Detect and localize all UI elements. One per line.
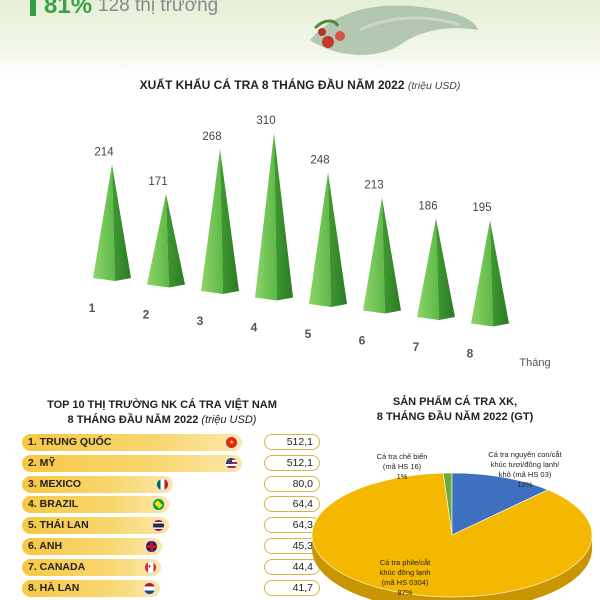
bar-value-label: 248 bbox=[310, 155, 329, 167]
market-row: 2. MỸ 512,1 bbox=[22, 454, 320, 472]
category-tick-label: 7 bbox=[413, 340, 420, 354]
pie-label-whole-line3: khô (mã HS 03) bbox=[498, 470, 552, 479]
pyramid-bar bbox=[417, 218, 455, 320]
market-name: 3. MEXICO bbox=[28, 477, 82, 490]
market-name: 6. ANH bbox=[28, 540, 63, 552]
market-value: 512,1 bbox=[264, 434, 320, 450]
pie-label-processed-line1: Cá tra chế biến bbox=[376, 452, 428, 461]
category-tick-label: 4 bbox=[251, 321, 258, 335]
pyramid-bar bbox=[309, 172, 347, 307]
category-tick-label: 6 bbox=[359, 334, 366, 348]
stat-text: 128 thị trường bbox=[98, 0, 219, 16]
pie-label-processed-line2: (mã HS 16) bbox=[382, 462, 422, 471]
pie-label-whole-pct: 12% bbox=[517, 480, 533, 489]
pie-label-fillet-line1: Cá tra phile/cắt bbox=[379, 558, 431, 567]
country-flag-icon: ★ bbox=[225, 436, 238, 449]
chart-title-unit: (triệu USD) bbox=[407, 80, 461, 92]
country-flag-icon bbox=[143, 581, 156, 595]
stat-accent-bar bbox=[30, 0, 36, 16]
chart-title: XUẤT KHẨU CÁ TRA 8 THÁNG ĐẦU NĂM 2022 (t… bbox=[0, 78, 600, 92]
top10-title: TOP 10 THỊ TRƯỜNG NK CÁ TRA VIỆT NAM 8 T… bbox=[22, 398, 302, 428]
pie-label-whole: Cá tra nguyên con/cắt khúc tươi/đông lạn… bbox=[465, 450, 585, 490]
market-bar: 2. MỸ bbox=[22, 454, 242, 472]
market-name: 4. BRAZIL bbox=[28, 498, 79, 511]
pie-slice bbox=[451, 472, 549, 536]
market-value: 512,1 bbox=[264, 454, 320, 471]
country-flag-icon bbox=[152, 498, 165, 512]
stat-percent: 81% bbox=[44, 0, 93, 19]
market-row: 1. TRUNG QUỐC ★ 512,1 bbox=[22, 434, 320, 451]
market-name: 8. HÀ LAN bbox=[28, 581, 80, 594]
category-tick-label: 5 bbox=[305, 327, 312, 341]
pie-label-whole-line1: Cá tra nguyên con/cắt bbox=[488, 450, 562, 459]
market-bar: 1. TRUNG QUỐC bbox=[22, 434, 242, 451]
market-row: 6. ANH 45,3 bbox=[22, 538, 320, 555]
pie-title: SẢN PHẨM CÁ TRA XK, 8 THÁNG ĐẦU NĂM 2022… bbox=[330, 395, 580, 425]
market-bar: 8. HÀ LAN bbox=[22, 579, 160, 597]
bar-value-label: 310 bbox=[256, 115, 275, 127]
category-tick-label: 3 bbox=[197, 314, 204, 328]
country-flag-icon bbox=[156, 477, 169, 491]
country-flag-icon bbox=[145, 540, 158, 553]
category-tick-label: 8 bbox=[467, 347, 474, 361]
category-tick-label: 2 bbox=[143, 308, 150, 322]
product-pie-chart bbox=[311, 472, 593, 600]
pyramid-bar bbox=[93, 164, 131, 281]
chart-title-text: XUẤT KHẨU CÁ TRA 8 THÁNG ĐẦU NĂM 2022 bbox=[139, 78, 405, 92]
pie-label-processed: Cá tra chế biến (mã HS 16) 1% bbox=[362, 452, 442, 482]
market-row: 4. BRAZIL 64,4 bbox=[22, 496, 320, 514]
market-value: 64,4 bbox=[264, 496, 320, 513]
market-value: 80,0 bbox=[264, 475, 320, 492]
market-name: 1. TRUNG QUỐC bbox=[28, 436, 112, 448]
pie-label-fillet: Cá tra phile/cắt khúc đông lạnh (mã HS 0… bbox=[360, 558, 450, 598]
market-row: 5. THÁI LAN 64,3 bbox=[22, 517, 320, 535]
market-row: 3. MEXICO 80,0 bbox=[22, 475, 320, 493]
pie-slice bbox=[311, 472, 593, 598]
market-value: 44,4 bbox=[264, 558, 320, 575]
country-flag-icon bbox=[152, 519, 165, 533]
pie-label-fillet-line2: khúc đông lạnh bbox=[379, 568, 431, 577]
country-flag-icon: ♦ bbox=[144, 560, 157, 574]
pie-label-fillet-pct: 87% bbox=[397, 588, 413, 597]
pyramid-bar bbox=[147, 193, 185, 288]
top10-title-line1: TOP 10 THỊ TRƯỜNG NK CÁ TRA VIỆT NAM bbox=[47, 399, 277, 411]
market-row: 8. HÀ LAN 41,7 bbox=[22, 579, 320, 597]
market-row: 7. CANADA ♦ 44,4 bbox=[22, 558, 320, 576]
pyramid-bar bbox=[363, 197, 401, 314]
market-name: 5. THÁI LAN bbox=[28, 519, 89, 532]
bar-value-label: 268 bbox=[202, 131, 221, 143]
pie-label-whole-line2: khúc tươi/đông lạnh/ bbox=[490, 460, 560, 469]
market-value: 41,7 bbox=[264, 579, 320, 596]
pie-title-line1: SẢN PHẨM CÁ TRA XK, bbox=[392, 396, 518, 408]
country-flag-icon bbox=[225, 456, 238, 470]
category-tick-label: 1 bbox=[89, 301, 96, 315]
market-bar: 6. ANH bbox=[22, 538, 162, 555]
bar-value-label: 195 bbox=[472, 202, 491, 214]
market-name: 7. CANADA bbox=[28, 560, 86, 573]
x-axis-label: Tháng bbox=[519, 357, 550, 369]
pie-label-processed-pct: 1% bbox=[396, 472, 408, 481]
top10-title-unit: (triệu USD) bbox=[201, 414, 257, 426]
fish-illustration bbox=[310, 5, 478, 55]
bar-value-label: 186 bbox=[418, 200, 437, 212]
pie-title-line2: 8 THÁNG ĐẦU NĂM 2022 (GT) bbox=[376, 411, 534, 423]
market-bar: 4. BRAZIL bbox=[22, 496, 169, 514]
market-bar: 5. THÁI LAN bbox=[22, 517, 169, 535]
pie-label-fillet-line3: (mã HS 0304) bbox=[381, 578, 429, 587]
pyramid-bar bbox=[201, 148, 239, 294]
market-bar: 7. CANADA bbox=[22, 558, 161, 576]
market-name: 2. MỸ bbox=[28, 456, 56, 469]
market-value: 45,3 bbox=[264, 538, 320, 554]
bar-value-label: 171 bbox=[148, 176, 167, 188]
bar-value-label: 213 bbox=[364, 180, 383, 192]
top10-title-line2: 8 THÁNG ĐẦU NĂM 2022 bbox=[67, 414, 199, 426]
pyramid-bar bbox=[471, 220, 509, 327]
header-band bbox=[0, 0, 600, 75]
export-pyramid-chart: 214 1 171 2 268 3 310 4 248 5 213 6 186 7 195 8 Tháng bbox=[89, 115, 551, 369]
bar-value-label: 214 bbox=[94, 147, 114, 159]
pyramid-bar bbox=[255, 133, 293, 301]
market-bar: 3. MEXICO bbox=[22, 475, 173, 493]
